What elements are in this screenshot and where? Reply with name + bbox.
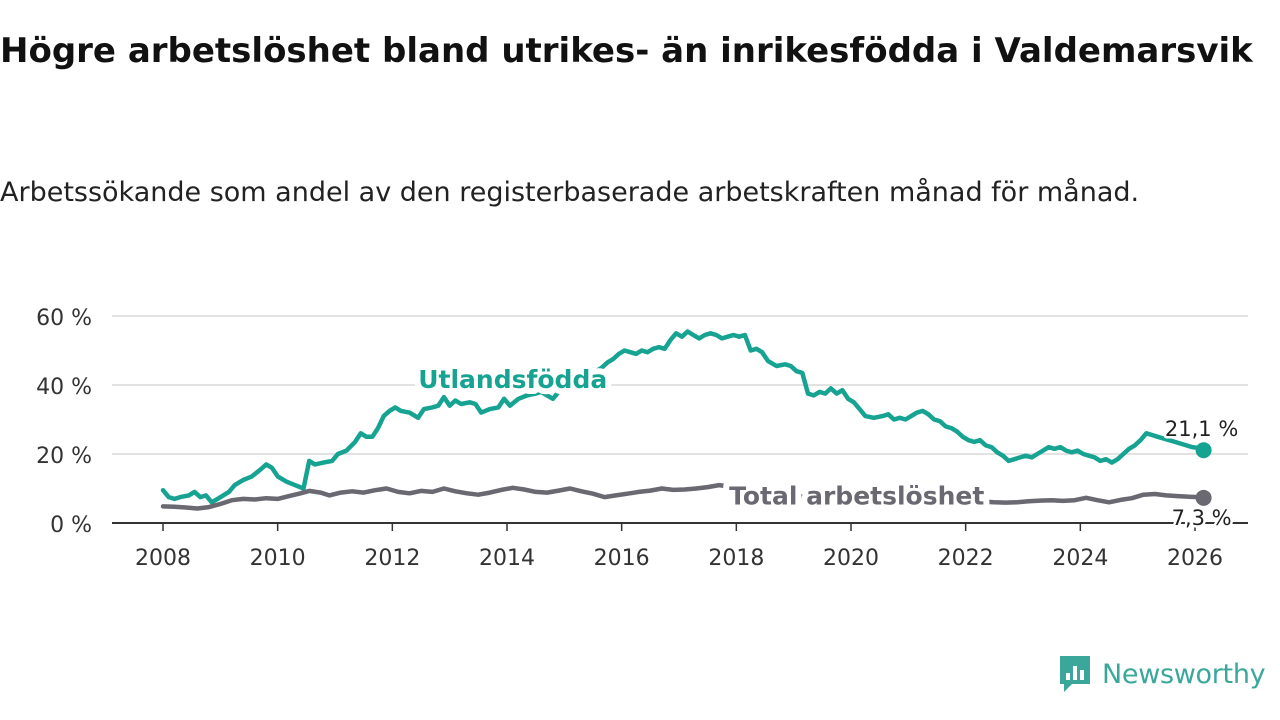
series-label-utlandsfodda: Utlandsfödda: [418, 365, 607, 394]
newsworthy-logo: Newsworthy: [1058, 652, 1280, 696]
x-tick-label: 2016: [594, 546, 650, 571]
x-axis-ticks: 2008 2010 2012 2014 2016 2018 2020 2022 2024 2026: [135, 523, 1223, 571]
y-tick-label: 40 %: [36, 375, 92, 400]
x-tick-label: 2026: [1167, 546, 1223, 571]
x-tick-label: 2014: [479, 546, 535, 571]
end-point-utlandsfodda: [1195, 442, 1212, 459]
x-tick-label: 2010: [250, 546, 306, 571]
x-tick-label: 2020: [823, 546, 879, 571]
series-labels: 21,1 % 7,3 % Utlandsfödda Total arbetslöshe…: [412, 359, 1241, 532]
series-line-utlandsfodda: [160, 329, 1206, 505]
chart-title: Högre arbetslöshet bland utrikes- än inr…: [0, 31, 1253, 71]
x-tick-label: 2008: [135, 546, 191, 571]
x-tick-label: 2018: [708, 546, 764, 571]
end-label-total: 7,3 %: [1172, 506, 1232, 530]
end-point-total: [1195, 489, 1212, 506]
series-label-total: Total arbetslöshet: [729, 482, 984, 511]
y-tick-label: 60 %: [36, 306, 92, 331]
y-tick-label: 20 %: [36, 444, 92, 469]
x-tick-label: 2024: [1052, 546, 1108, 571]
end-label-utlandsfodda: 21,1 %: [1165, 417, 1238, 441]
series-lines: [160, 329, 1212, 511]
brand-name: Newsworthy: [1102, 658, 1266, 690]
x-tick-label: 2012: [364, 546, 420, 571]
chart-subtitle: Arbetssökande som andel av den registerb…: [0, 177, 1140, 208]
series-line-total: [160, 482, 1206, 511]
y-tick-label: 0 %: [50, 513, 92, 538]
y-axis-ticks: 0 % 20 % 40 % 60 %: [36, 306, 92, 538]
newsworthy-logo-icon: [1060, 656, 1090, 692]
x-tick-label: 2022: [938, 546, 994, 571]
gridlines: [112, 315, 1248, 455]
